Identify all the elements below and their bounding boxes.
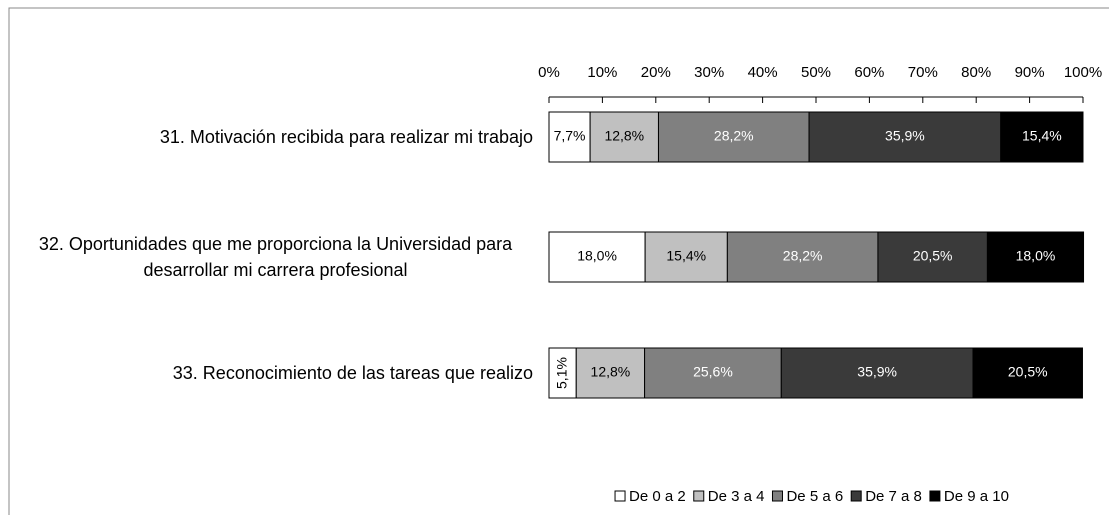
- legend-swatch: [929, 490, 941, 502]
- bar-segment: [972, 347, 1083, 399]
- value-label: 12,8%: [591, 364, 631, 380]
- value-label: 28,2%: [714, 128, 754, 144]
- value-label: 20,5%: [1008, 364, 1048, 380]
- value-label: 20,5%: [913, 248, 953, 264]
- legend-swatch: [614, 490, 626, 502]
- bar-segment: [575, 347, 646, 399]
- legend-swatch: [850, 490, 862, 502]
- legend-label: De 0 a 2: [629, 488, 686, 505]
- value-label: 25,6%: [693, 364, 733, 380]
- value-label: 15,4%: [666, 248, 706, 264]
- x-tick-label: 80%: [961, 64, 991, 81]
- x-tick-label: 40%: [748, 64, 778, 81]
- bar-segment: [780, 347, 974, 399]
- bar-segment: [644, 347, 782, 399]
- legend-label: De 9 a 10: [944, 488, 1009, 505]
- value-label: 5,1%: [553, 357, 569, 389]
- legend-label: De 5 a 6: [786, 488, 843, 505]
- x-tick-label: 70%: [908, 64, 938, 81]
- bar-segment: [877, 231, 988, 283]
- x-tick-label: 10%: [587, 64, 617, 81]
- x-tick-label: 20%: [641, 64, 671, 81]
- value-label: 18,0%: [1016, 248, 1056, 264]
- x-tick-label: 90%: [1015, 64, 1045, 81]
- frame: [8, 7, 1109, 515]
- legend-label: De 3 a 4: [708, 488, 765, 505]
- legend-swatch: [693, 490, 705, 502]
- bar-segment: [644, 231, 728, 283]
- x-tick-label: 50%: [801, 64, 831, 81]
- bar-segment: [986, 231, 1085, 283]
- category-label: 32. Oportunidades que me proporciona la …: [38, 234, 513, 280]
- category-label-box: 32. Oportunidades que me proporciona la …: [18, 232, 533, 282]
- value-label: 28,2%: [783, 248, 823, 264]
- legend: De 0 a 2 De 3 a 4 De 5 a 6 De 7 a 8 De 9 a 1…: [614, 488, 1009, 505]
- value-label: 7,7%: [554, 128, 586, 144]
- bar-segment: [808, 111, 1002, 163]
- legend-label: De 7 a 8: [865, 488, 922, 505]
- category-label: 33. Reconocimiento de las tareas que rea…: [172, 363, 533, 383]
- value-label: 18,0%: [577, 248, 617, 264]
- category-label-box: 33. Reconocimiento de las tareas que rea…: [173, 348, 533, 398]
- x-tick-label: 60%: [854, 64, 884, 81]
- legend-swatch: [771, 490, 783, 502]
- category-label-box: 31. Motivación recibida para realizar mi…: [160, 112, 533, 162]
- value-label: 15,4%: [1022, 128, 1062, 144]
- x-tick-label: 0%: [538, 64, 560, 81]
- category-label: 31. Motivación recibida para realizar mi…: [159, 127, 533, 147]
- bar-segment: [1000, 111, 1084, 163]
- value-label: 12,8%: [604, 128, 644, 144]
- x-tick-label: 30%: [694, 64, 724, 81]
- x-tick-label: 100%: [1064, 64, 1102, 81]
- value-label: 35,9%: [885, 128, 925, 144]
- value-label: 35,9%: [857, 364, 897, 380]
